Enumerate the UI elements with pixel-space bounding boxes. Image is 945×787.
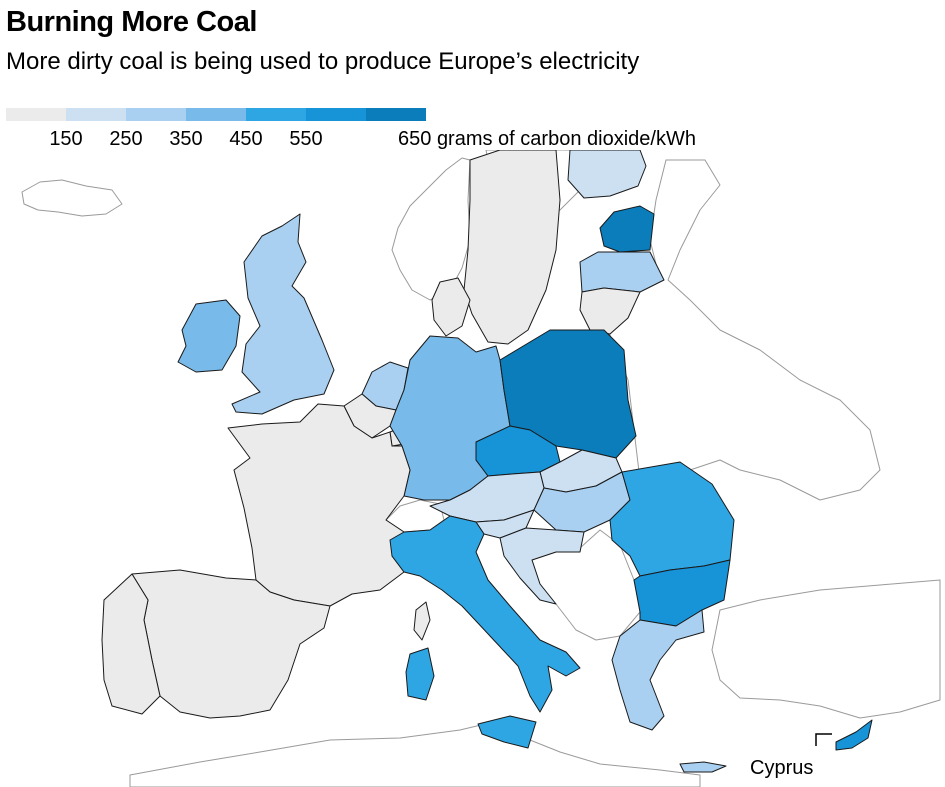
europe-choropleth-map (21, 150, 941, 787)
country-ireland (177, 299, 241, 373)
legend-swatch-bin-1 (6, 108, 66, 121)
country-turkey (711, 579, 941, 719)
country-latvia (579, 251, 665, 293)
legend-unit-label: 650 grams of carbon dioxide/kWh (398, 128, 696, 151)
country-portugal (101, 573, 161, 715)
country-sicily (477, 715, 537, 749)
country-finland (567, 150, 647, 199)
legend-swatch-bin-7 (366, 108, 426, 121)
country-sweden (463, 150, 561, 345)
country-sardinia (405, 647, 435, 701)
legend-tick-450: 450 (229, 128, 263, 150)
chart-title: Burning More Coal (6, 6, 257, 38)
country-uk (231, 213, 335, 415)
chart-subtitle: More dirty coal is being used to produce… (6, 48, 640, 75)
country-iceland (21, 179, 123, 217)
country-romania (609, 461, 735, 577)
legend-swatch-bin-5 (246, 108, 306, 121)
country-bulgaria (633, 559, 731, 627)
legend-tick-150: 150 (49, 128, 83, 150)
legend-tick-650: 650 (398, 128, 432, 150)
legend-swatch-bin-4 (186, 108, 246, 121)
country-cyprus (835, 719, 873, 751)
legend-color-bar (6, 108, 426, 121)
legend-swatch-bin-2 (66, 108, 126, 121)
country-italy (389, 515, 581, 713)
legend-swatch-bin-3 (126, 108, 186, 121)
country-corsica (413, 601, 431, 641)
cyprus-callout-label: Cyprus (750, 757, 814, 779)
legend-swatch-bin-6 (306, 108, 366, 121)
country-france (227, 403, 411, 607)
legend-tick-550: 550 (289, 128, 323, 150)
legend-unit-text: grams of carbon dioxide/kWh (436, 128, 696, 150)
country-croatia (499, 527, 585, 605)
country-north-africa (129, 717, 701, 787)
country-crete (679, 761, 727, 773)
country-denmark (431, 277, 471, 337)
legend-tick-250: 250 (109, 128, 143, 150)
cyprus-callout-bracket (815, 733, 832, 746)
country-greece (611, 609, 705, 731)
legend-tick-350: 350 (169, 128, 203, 150)
country-estonia (599, 205, 655, 253)
country-lithuania (579, 287, 641, 335)
